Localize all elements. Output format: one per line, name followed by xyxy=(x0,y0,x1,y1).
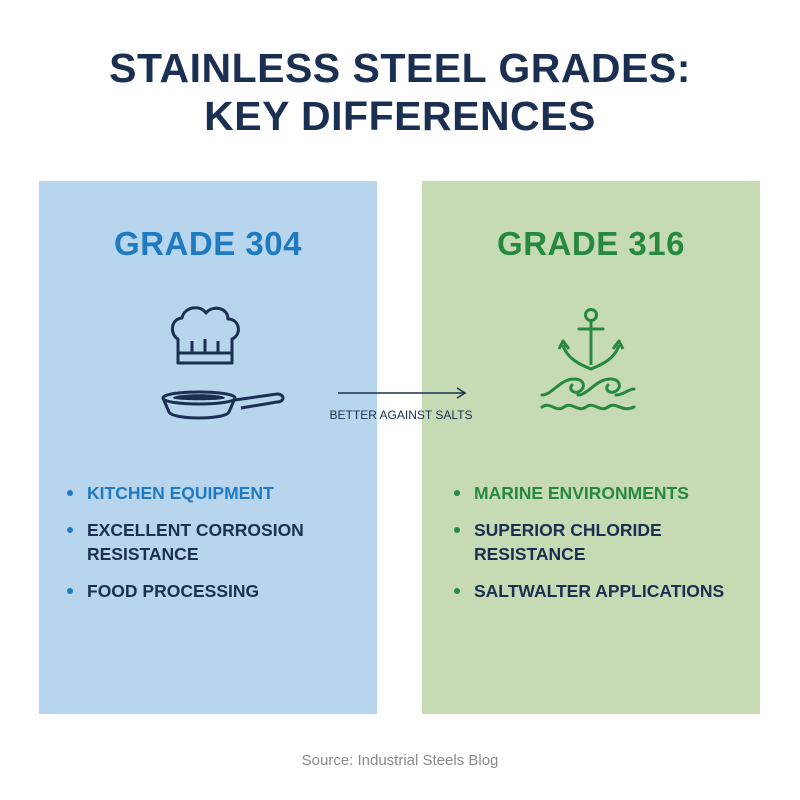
comparison-connector: BETTER AGAINST SALTS xyxy=(326,385,476,425)
title-line-2: KEY DIFFERENCES xyxy=(204,93,596,139)
feature-item: SUPERIOR CHLORIDE RESISTANCE xyxy=(452,518,744,566)
grade-304-features: KITCHEN EQUIPMENT EXCELLENT CORROSION RE… xyxy=(65,481,357,616)
feature-item: EXCELLENT CORROSION RESISTANCE xyxy=(65,518,357,566)
arrow-right-icon xyxy=(338,387,467,399)
chef-hat-icon xyxy=(171,306,240,365)
grade-304-heading: GRADE 304 xyxy=(114,225,302,262)
frying-pan-icon xyxy=(161,390,285,420)
title-line-1: STAINLESS STEEL GRADES: xyxy=(109,45,691,91)
bullet-icon xyxy=(67,588,73,594)
bullet-icon xyxy=(67,490,73,496)
panel-grade-304: GRADE 304 KITCHEN EQUIPMENT EXCELLENT CO… xyxy=(39,181,377,714)
waves-icon xyxy=(540,377,636,411)
connector-label: BETTER AGAINST SALTS xyxy=(329,408,473,422)
bullet-icon xyxy=(67,527,73,533)
grade-316-features: MARINE ENVIRONMENTS SUPERIOR CHLORIDE RE… xyxy=(452,481,744,616)
feature-item: MARINE ENVIRONMENTS xyxy=(452,481,744,505)
bullet-icon xyxy=(454,588,460,594)
bullet-icon xyxy=(454,490,460,496)
page-title: STAINLESS STEEL GRADES: KEY DIFFERENCES xyxy=(0,44,800,140)
feature-item: FOOD PROCESSING xyxy=(65,579,357,603)
feature-item: KITCHEN EQUIPMENT xyxy=(65,481,357,505)
panel-grade-316: GRADE 316 MARINE ENVIRONMENTS SUPERIOR C… xyxy=(422,181,760,714)
grade-316-heading: GRADE 316 xyxy=(497,225,685,262)
bullet-icon xyxy=(454,527,460,533)
source-credit: Source: Industrial Steels Blog xyxy=(301,752,499,769)
feature-item: SALTWALTER APPLICATIONS xyxy=(452,579,744,603)
anchor-icon xyxy=(557,308,625,371)
